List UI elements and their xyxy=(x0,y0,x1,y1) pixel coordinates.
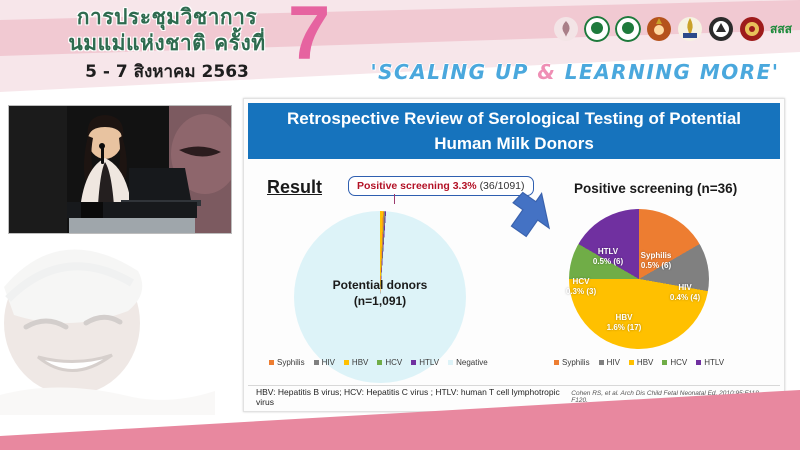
legend-item-hbv-right: HBV xyxy=(628,358,654,367)
speaker-webcam-feed[interactable] xyxy=(8,105,232,234)
legend-swatch-hcv-right xyxy=(662,360,668,365)
legend-item-negative: Negative xyxy=(448,358,488,367)
legend-label-hcv: HCV xyxy=(385,358,403,367)
sponsor-logo-row: สสส xyxy=(553,16,792,42)
tagline-ampersand: & xyxy=(537,60,557,84)
background-child-photo xyxy=(0,215,215,415)
slice-label-hcv: HCV 0.3% (3) xyxy=(560,277,602,297)
slice-label-hcv-value: 0.3% (3) xyxy=(565,287,597,296)
pie-left-label-line-1: Potential donors xyxy=(332,278,428,292)
legend-swatch-hbv xyxy=(343,360,349,365)
thai-title-line-2: นมแม่แห่งชาติ ครั้งที่ xyxy=(68,31,266,55)
legend-item-htlv: HTLV xyxy=(411,358,439,367)
blue-arrow-icon xyxy=(510,191,551,238)
slice-label-syphilis: Syphilis 0.5% (6) xyxy=(632,251,680,271)
slice-label-htlv: HTLV 0.5% (6) xyxy=(586,247,630,267)
legend-swatch-hcv xyxy=(377,360,383,365)
legend-item-hcv-right: HCV xyxy=(662,358,687,367)
legend-potential-donors: Syphilis HIV HBV HCV HTLV Negative xyxy=(269,358,488,367)
slide-footnote: HBV: Hepatitis B virus; HCV: Hepatitis C… xyxy=(248,385,780,407)
legend-label-negative: Negative xyxy=(456,358,488,367)
logo-black-emblem-icon xyxy=(709,17,734,41)
callout-fraction: (36/1091) xyxy=(479,180,525,192)
logo-green-1-icon xyxy=(584,16,611,42)
logo-ministry-public-health-icon xyxy=(647,17,672,41)
legend-label-htlv-right: HTLV xyxy=(704,358,725,367)
callout-highlight: Positive screening 3.3% xyxy=(357,180,477,192)
conference-date: 5 - 7 สิงหาคม 2563 xyxy=(85,62,249,82)
legend-item-hbv: HBV xyxy=(343,358,369,367)
slice-label-htlv-value: 0.5% (6) xyxy=(592,257,624,266)
legend-swatch-hiv-right xyxy=(598,360,604,365)
legend-label-hbv: HBV xyxy=(351,358,369,367)
legend-swatch-htlv xyxy=(411,360,417,365)
conference-tagline: 'SCALING UP & LEARNING MORE' xyxy=(355,60,795,84)
legend-label-syphilis-right: Syphilis xyxy=(562,358,590,367)
legend-positive-screening: Syphilis HIV HBV HCV HTLV xyxy=(554,358,724,367)
positive-screening-callout: Positive screening 3.3% (36/1091) xyxy=(348,176,534,196)
legend-label-hiv-right: HIV xyxy=(606,358,620,367)
legend-swatch-syphilis-right xyxy=(554,360,559,365)
logo-mahidol-icon xyxy=(554,17,579,41)
tagline-part-2: LEARNING MORE' xyxy=(556,60,780,84)
legend-item-hiv-right: HIV xyxy=(598,358,620,367)
callout-leader-line xyxy=(394,194,395,204)
tagline-part-1: 'SCALING UP xyxy=(370,60,538,84)
legend-label-hiv: HIV xyxy=(321,358,335,367)
legend-label-syphilis: Syphilis xyxy=(277,358,305,367)
conference-edition-number: 7 xyxy=(288,0,331,76)
conference-header: การประชุมวิชาการ นมแม่แห่งชาติ ครั้งที่ … xyxy=(0,0,800,96)
legend-item-hiv: HIV xyxy=(313,358,335,367)
legend-swatch-negative xyxy=(448,360,454,365)
legend-swatch-hiv xyxy=(313,360,319,365)
logo-royal-college-icon xyxy=(678,17,703,41)
legend-swatch-syphilis xyxy=(269,360,274,365)
logo-green-2-icon xyxy=(615,16,642,42)
pie-chart-positive-screening xyxy=(569,209,709,349)
slice-label-syphilis-value: 0.5% (6) xyxy=(640,261,672,270)
slice-label-hiv-name: HIV xyxy=(678,283,692,292)
footnote-abbreviations: HBV: Hepatitis B virus; HCV: Hepatitis C… xyxy=(256,386,560,407)
slice-label-hbv-name: HBV xyxy=(615,313,633,322)
conference-thai-title: การประชุมวิชาการ นมแม่แห่งชาติ ครั้งที่ xyxy=(22,4,312,56)
slice-label-hiv: HIV 0.4% (4) xyxy=(664,283,706,303)
legend-swatch-hbv-right xyxy=(628,360,634,365)
logo-sponsor-thaihealth: สสส xyxy=(770,21,792,36)
pie-left-label-line-2: (n=1,091) xyxy=(353,294,407,308)
thai-title-line-1: การประชุมวิชาการ xyxy=(76,5,258,29)
footnote-citation: Cohen RS, et al. Arch Dis Child Fetal Ne… xyxy=(571,389,761,404)
legend-item-syphilis-right: Syphilis xyxy=(554,358,590,367)
slice-label-htlv-name: HTLV xyxy=(597,247,619,256)
slice-label-hcv-name: HCV xyxy=(572,277,590,286)
legend-item-syphilis: Syphilis xyxy=(269,358,305,367)
legend-label-htlv: HTLV xyxy=(419,358,440,367)
slice-label-syphilis-name: Syphilis xyxy=(640,251,672,260)
slide-panel: Retrospective Review of Serological Test… xyxy=(243,98,785,412)
slice-label-hiv-value: 0.4% (4) xyxy=(669,293,701,302)
slice-label-hbv: HBV 1.6% (17) xyxy=(599,313,649,333)
legend-label-hbv-right: HBV xyxy=(636,358,654,367)
legend-label-hcv-right: HCV xyxy=(670,358,688,367)
pie-left-center-label: Potential donors (n=1,091) xyxy=(294,277,466,309)
pie-chart-potential-donors xyxy=(294,211,466,383)
legend-item-hcv: HCV xyxy=(377,358,402,367)
result-label: Result xyxy=(267,177,323,197)
pie-right-title: Positive screening (n=36) xyxy=(574,181,738,196)
legend-item-htlv-right: HTLV xyxy=(696,358,724,367)
legend-swatch-htlv-right xyxy=(696,360,702,365)
logo-red-emblem-icon xyxy=(740,17,765,41)
slide-title: Retrospective Review of Serological Test… xyxy=(248,103,780,159)
slice-label-hbv-value: 1.6% (17) xyxy=(606,323,642,332)
